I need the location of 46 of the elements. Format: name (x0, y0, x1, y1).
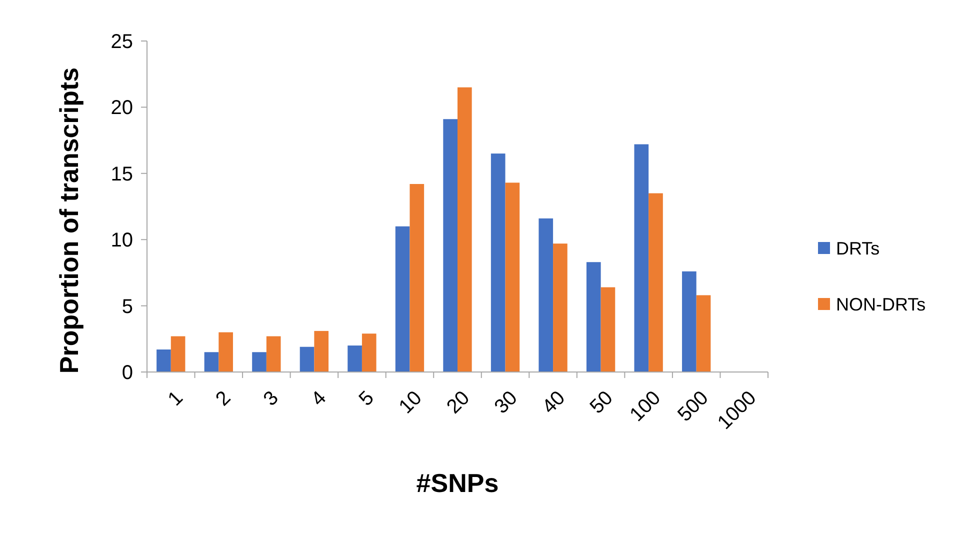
y-tick-label: 10 (110, 230, 133, 252)
bar (458, 87, 472, 372)
bar (156, 349, 171, 372)
bar (395, 226, 410, 372)
bar (586, 262, 601, 372)
bar (696, 295, 711, 372)
y-tick-label: 0 (122, 362, 133, 384)
y-axis-title: Proportion of transcripts (54, 67, 84, 374)
bar (490, 154, 506, 372)
bar (648, 193, 663, 372)
bar (682, 271, 696, 372)
x-tick-label: 100 (626, 386, 666, 426)
bar (266, 336, 281, 372)
x-tick-label: 50 (586, 386, 618, 418)
bar (410, 184, 424, 372)
bar (634, 144, 649, 372)
bar (204, 352, 219, 372)
bar (170, 336, 186, 372)
bar (553, 244, 568, 372)
x-tick-label: 3 (259, 386, 283, 410)
x-tick-label: 5 (355, 386, 378, 410)
bar (300, 346, 314, 372)
y-tick-label: 20 (110, 97, 133, 120)
x-tick-label: 10 (394, 386, 426, 418)
y-tick-label: 25 (110, 31, 133, 53)
x-tick-label: 2 (212, 386, 236, 410)
bar (362, 334, 376, 372)
bar (443, 119, 458, 372)
x-tick-label: 20 (442, 386, 474, 418)
y-tick-label: 15 (110, 163, 133, 186)
y-tick-label: 5 (122, 296, 133, 318)
x-tick-label: 30 (490, 386, 522, 418)
legend-label: DRTs (836, 238, 880, 258)
legend-label: NON-DRTs (836, 294, 926, 314)
bar (252, 352, 266, 372)
x-tick-label: 4 (307, 386, 331, 410)
x-tick-label: 500 (674, 386, 713, 426)
x-axis-title: #SNPs (416, 468, 499, 498)
bar (218, 332, 233, 372)
bar (314, 330, 329, 372)
bar (538, 218, 554, 372)
bar (505, 182, 520, 372)
bar (600, 287, 616, 372)
x-tick-label: 40 (538, 386, 570, 418)
bar (348, 346, 362, 372)
x-tick-label: 1 (164, 386, 188, 410)
